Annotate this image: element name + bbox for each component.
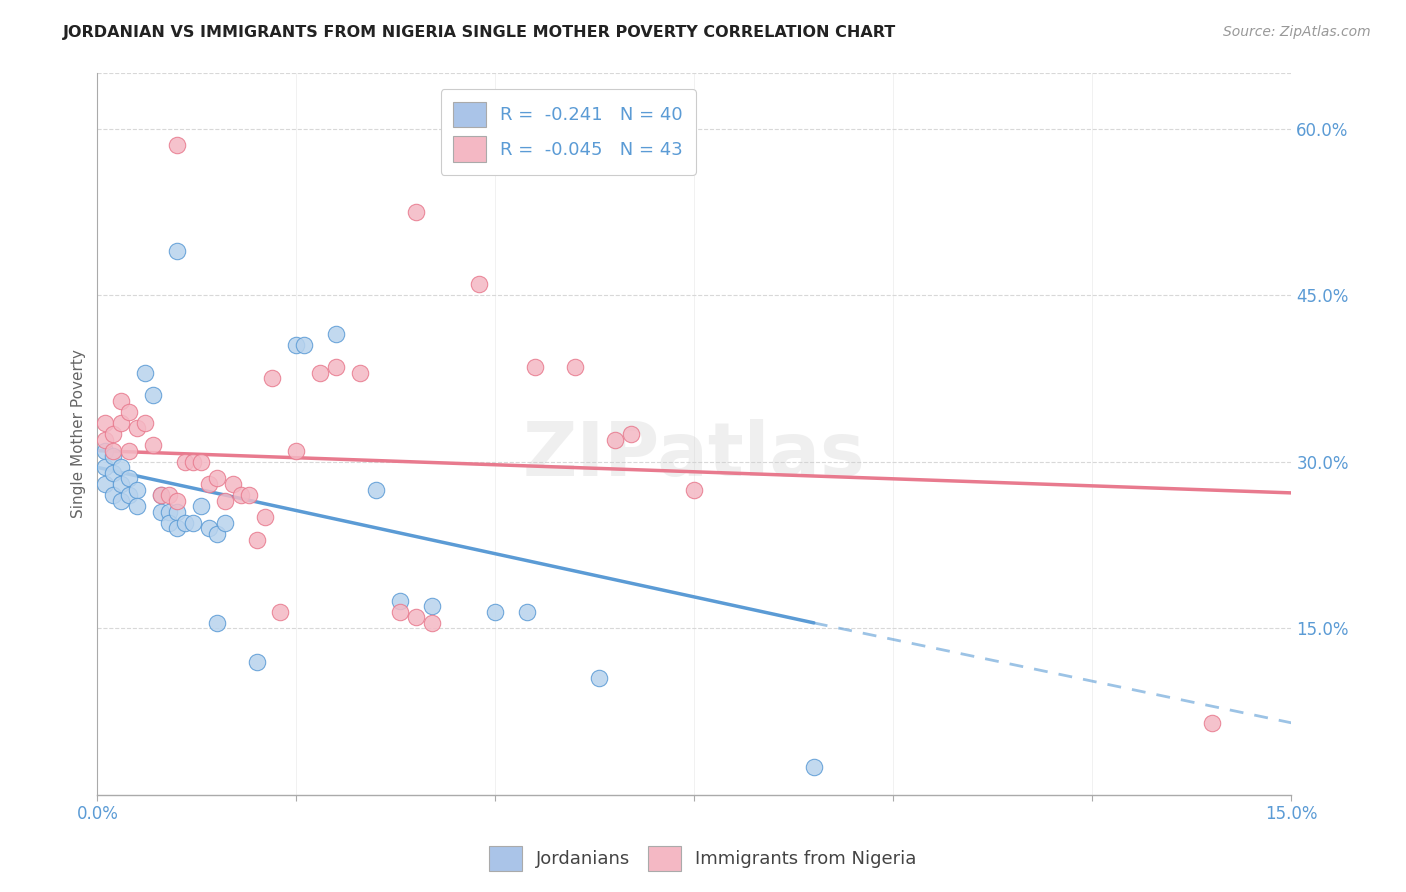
Point [484, 605, 506, 619]
Point [588, 672, 610, 686]
Point [468, 277, 491, 291]
Point [285, 443, 308, 458]
Point [205, 471, 228, 485]
Point [174, 455, 197, 469]
Point [190, 500, 212, 514]
Point [620, 427, 643, 442]
Point [94, 433, 117, 447]
Point [683, 483, 706, 497]
Point [245, 533, 267, 547]
Point [349, 366, 371, 380]
Point [214, 493, 236, 508]
Point [94, 477, 117, 491]
Point [94, 460, 117, 475]
Point [420, 599, 443, 614]
Point [524, 360, 547, 375]
Point [142, 438, 165, 452]
Point [118, 488, 141, 502]
Point [516, 605, 538, 619]
Point [157, 505, 180, 519]
Point [103, 466, 125, 480]
Point [388, 605, 411, 619]
Point [292, 338, 315, 352]
Y-axis label: Single Mother Poverty: Single Mother Poverty [72, 350, 86, 518]
Point [603, 433, 626, 447]
Point [174, 516, 197, 530]
Point [405, 204, 427, 219]
Point [166, 521, 188, 535]
Point [198, 477, 221, 491]
Point [181, 455, 204, 469]
Point [103, 449, 125, 463]
Point [103, 488, 125, 502]
Legend: Jordanians, Immigrants from Nigeria: Jordanians, Immigrants from Nigeria [482, 838, 924, 879]
Point [269, 605, 291, 619]
Point [238, 488, 260, 502]
Point [134, 366, 156, 380]
Point [245, 655, 267, 669]
Point [134, 416, 156, 430]
Point [94, 443, 117, 458]
Text: ZIPatlas: ZIPatlas [523, 419, 866, 492]
Point [166, 493, 188, 508]
Point [420, 615, 443, 630]
Legend: R =  -0.241   N = 40, R =  -0.045   N = 43: R = -0.241 N = 40, R = -0.045 N = 43 [440, 89, 696, 175]
Point [150, 505, 173, 519]
Point [229, 488, 252, 502]
Point [110, 477, 132, 491]
Point [110, 493, 132, 508]
Point [1201, 715, 1223, 730]
Point [253, 510, 276, 524]
Point [127, 483, 149, 497]
Point [127, 421, 149, 435]
Point [564, 360, 586, 375]
Point [103, 427, 125, 442]
Point [118, 405, 141, 419]
Point [325, 360, 347, 375]
Point [150, 488, 173, 502]
Point [157, 516, 180, 530]
Point [166, 505, 188, 519]
Point [118, 471, 141, 485]
Point [127, 500, 149, 514]
Point [142, 388, 165, 402]
Point [110, 416, 132, 430]
Point [205, 527, 228, 541]
Point [103, 443, 125, 458]
Point [803, 760, 825, 774]
Point [110, 460, 132, 475]
Point [364, 483, 387, 497]
Point [388, 593, 411, 607]
Point [118, 443, 141, 458]
Point [309, 366, 332, 380]
Point [405, 610, 427, 624]
Point [285, 338, 308, 352]
Point [205, 615, 228, 630]
Point [94, 416, 117, 430]
Point [181, 516, 204, 530]
Text: JORDANIAN VS IMMIGRANTS FROM NIGERIA SINGLE MOTHER POVERTY CORRELATION CHART: JORDANIAN VS IMMIGRANTS FROM NIGERIA SIN… [63, 25, 897, 40]
Point [150, 488, 173, 502]
Text: Source: ZipAtlas.com: Source: ZipAtlas.com [1223, 25, 1371, 39]
Point [325, 326, 347, 341]
Point [166, 138, 188, 153]
Point [262, 371, 284, 385]
Point [221, 477, 243, 491]
Point [198, 521, 221, 535]
Point [157, 488, 180, 502]
Point [190, 455, 212, 469]
Point [110, 393, 132, 408]
Point [166, 244, 188, 258]
Point [214, 516, 236, 530]
